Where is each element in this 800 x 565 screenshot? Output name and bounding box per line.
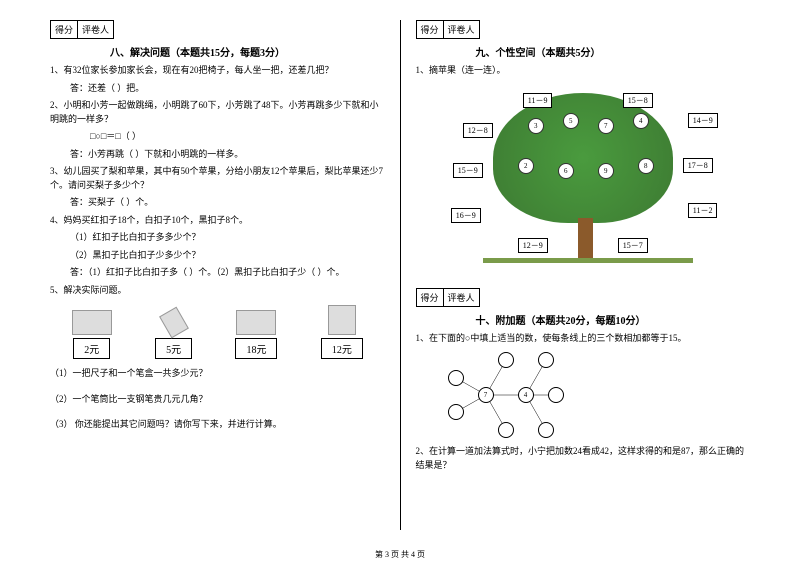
expr-box: 12－9 <box>518 238 548 253</box>
item-pencilcase: 18元 <box>235 310 277 359</box>
section-9-title: 九、个性空间（本题共5分） <box>476 44 751 59</box>
q8-3-ans: 答：买梨子（ ）个。 <box>70 196 385 210</box>
right-column: 得分 评卷人 九、个性空间（本题共5分） 1、摘苹果（连一连）。 3 5 7 4… <box>406 20 761 530</box>
score-label: 得分 <box>51 21 78 38</box>
expr-box: 11－2 <box>688 203 718 218</box>
tree-diagram: 3 5 7 4 2 6 9 8 12－8 11－9 15－8 14－9 15－9… <box>433 83 733 283</box>
q10-1: 1、在下面的○中填上适当的数，使每条线上的三个数相加都等于15。 <box>416 332 751 346</box>
expr-box: 12－8 <box>463 123 493 138</box>
expr-box: 16－9 <box>451 208 481 223</box>
reviewer-label: 评卷人 <box>444 21 479 38</box>
score-box-8: 得分 评卷人 <box>50 20 114 39</box>
q8-2-ans: 答：小芳再跳（ ）下就和小明跳的一样多。 <box>70 148 385 162</box>
section-8-title: 八、解决问题（本题共15分，每题3分） <box>110 44 385 59</box>
q8-1-ans: 答：还差（ ）把。 <box>70 82 385 96</box>
q8-5-1: （1）一把尺子和一个笔盒一共多少元？ <box>50 367 385 381</box>
q10-2: 2、在计算一道加法算式时，小宁把加数24看成42，这样求得的和是87，那么正确的… <box>416 445 751 472</box>
score-label: 得分 <box>417 21 444 38</box>
price-4: 12元 <box>321 338 363 359</box>
column-divider <box>400 20 401 530</box>
q8-4: 4、妈妈买红扣子18个，白扣子10个，黑扣子8个。 <box>50 214 385 228</box>
score-box-10: 得分 评卷人 <box>416 288 480 307</box>
price-3: 18元 <box>235 338 277 359</box>
items-row: 2元 5元 18元 12元 <box>50 305 385 359</box>
expr-box: 11－9 <box>523 93 553 108</box>
q8-4-ans: 答：（1）红扣子比白扣子多（ ）个。（2）黑扣子比白扣子少（ ）个。 <box>70 266 385 280</box>
page-container: 得分 评卷人 八、解决问题（本题共15分，每题3分） 1、有32位家长参加家长会… <box>0 0 800 540</box>
blank-circle <box>538 422 554 438</box>
pen-img <box>159 307 189 339</box>
blank-circle <box>448 404 464 420</box>
blank-circle <box>498 352 514 368</box>
expr-box: 14－9 <box>688 113 718 128</box>
reviewer-label: 评卷人 <box>444 289 479 306</box>
apple: 3 <box>528 118 544 134</box>
blank-circle <box>548 387 564 403</box>
center-circle: 7 <box>478 387 494 403</box>
q8-5: 5、解决实际问题。 <box>50 284 385 298</box>
apple: 7 <box>598 118 614 134</box>
price-1: 2元 <box>73 338 110 359</box>
q9-1: 1、摘苹果（连一连）。 <box>416 64 751 78</box>
expr-box: 15－8 <box>623 93 653 108</box>
center-circle: 4 <box>518 387 534 403</box>
item-ruler: 2元 <box>72 310 112 359</box>
apple: 6 <box>558 163 574 179</box>
item-pen: 5元 <box>155 310 192 359</box>
apple: 4 <box>633 113 649 129</box>
q8-2-formula: □○□＝□（ ） <box>90 130 385 144</box>
reviewer-label: 评卷人 <box>78 21 113 38</box>
score-label: 得分 <box>417 289 444 306</box>
apple: 9 <box>598 163 614 179</box>
price-2: 5元 <box>155 338 192 359</box>
tree-trunk <box>578 218 593 258</box>
apple: 2 <box>518 158 534 174</box>
q8-3: 3、幼儿园买了梨和苹果，其中有50个苹果，分给小朋友12个苹果后，梨比苹果还少7… <box>50 165 385 192</box>
blank-circle <box>538 352 554 368</box>
expr-box: 15－9 <box>453 163 483 178</box>
apple: 8 <box>638 158 654 174</box>
expr-box: 15－7 <box>618 238 648 253</box>
pencilcase-img <box>236 310 276 335</box>
page-footer: 第 3 页 共 4 页 <box>0 549 800 560</box>
rabbit-icon <box>593 236 611 258</box>
holder-img <box>328 305 356 335</box>
star-diagram: 7 4 <box>446 350 566 440</box>
ruler-img <box>72 310 112 335</box>
q8-5-2: （2）一个笔筒比一支钢笔贵几元几角？ <box>50 393 385 407</box>
blank-circle <box>448 370 464 386</box>
q8-2: 2、小明和小芳一起做跳绳，小明跳了60下，小芳跳了48下。小芳再跳多少下就和小明… <box>50 99 385 126</box>
score-box-9: 得分 评卷人 <box>416 20 480 39</box>
q8-5-3: （3） 你还能提出其它问题吗？请你写下来，并进行计算。 <box>50 418 385 432</box>
q8-4-2: （2）黑扣子比白扣子少多少个？ <box>70 249 385 263</box>
left-column: 得分 评卷人 八、解决问题（本题共15分，每题3分） 1、有32位家长参加家长会… <box>40 20 395 530</box>
q8-1: 1、有32位家长参加家长会，现在有20把椅子，每人坐一把，还差几把？ <box>50 64 385 78</box>
blank-circle <box>498 422 514 438</box>
expr-box: 17－8 <box>683 158 713 173</box>
section-10-title: 十、附加题（本题共20分，每题10分） <box>476 312 751 327</box>
q8-4-1: （1）红扣子比白扣子多多少个？ <box>70 231 385 245</box>
item-holder: 12元 <box>321 305 363 359</box>
apple: 5 <box>563 113 579 129</box>
ground <box>483 258 693 263</box>
